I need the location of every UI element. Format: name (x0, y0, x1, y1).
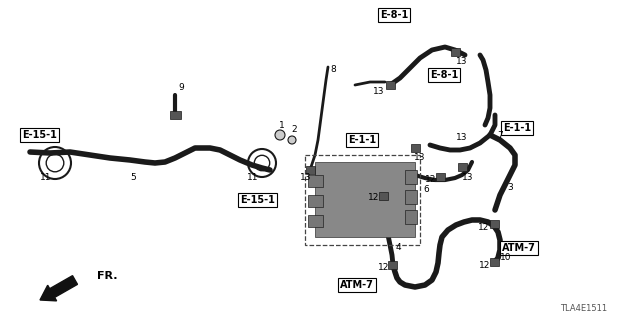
Bar (308, 215, 323, 227)
Bar (405, 190, 417, 204)
Bar (308, 195, 323, 207)
Text: ATM-7: ATM-7 (340, 280, 374, 290)
Bar (385, 81, 394, 89)
Text: E-8-1: E-8-1 (430, 70, 458, 80)
Text: 12: 12 (378, 263, 389, 273)
Bar (378, 192, 387, 200)
Text: 6: 6 (423, 186, 429, 195)
Bar (435, 173, 445, 180)
Text: 13: 13 (462, 172, 474, 181)
Text: FR.: FR. (97, 271, 118, 281)
Bar (405, 210, 417, 224)
Circle shape (275, 130, 285, 140)
Bar (490, 220, 499, 228)
Text: E-1-1: E-1-1 (503, 123, 531, 133)
Bar (405, 170, 417, 184)
Text: 9: 9 (178, 83, 184, 92)
Bar (305, 166, 314, 173)
Bar (451, 48, 460, 56)
Bar (308, 175, 323, 187)
Text: E-8-1: E-8-1 (380, 10, 408, 20)
Text: E-15-1: E-15-1 (240, 195, 275, 205)
Text: 13: 13 (456, 58, 467, 67)
Text: 3: 3 (507, 183, 513, 193)
Text: 12: 12 (479, 260, 490, 269)
Bar (170, 111, 180, 119)
Text: 7: 7 (497, 131, 503, 140)
Text: 8: 8 (330, 66, 336, 75)
Text: 2: 2 (291, 124, 296, 133)
Bar (387, 261, 397, 268)
Text: E-15-1: E-15-1 (22, 130, 57, 140)
Text: 12: 12 (368, 194, 380, 203)
Text: 13: 13 (414, 154, 426, 163)
Text: 5: 5 (130, 173, 136, 182)
Text: 12: 12 (478, 222, 490, 231)
Text: 12: 12 (425, 175, 436, 185)
Circle shape (288, 136, 296, 144)
Text: 11: 11 (247, 173, 259, 182)
Text: TLA4E1511: TLA4E1511 (560, 304, 607, 313)
Text: 13: 13 (300, 173, 312, 182)
Text: 1: 1 (279, 121, 285, 130)
Bar (458, 164, 467, 171)
Text: 4: 4 (396, 244, 402, 252)
FancyArrow shape (40, 276, 77, 301)
Text: 10: 10 (500, 253, 511, 262)
Text: E-1-1: E-1-1 (348, 135, 376, 145)
Bar (315, 162, 415, 237)
Text: ATM-7: ATM-7 (502, 243, 536, 253)
Text: 13: 13 (373, 87, 385, 97)
Text: 13: 13 (456, 133, 467, 142)
Bar (490, 258, 499, 266)
Bar (410, 144, 419, 152)
Text: 11: 11 (40, 173, 51, 182)
Bar (305, 155, 420, 245)
